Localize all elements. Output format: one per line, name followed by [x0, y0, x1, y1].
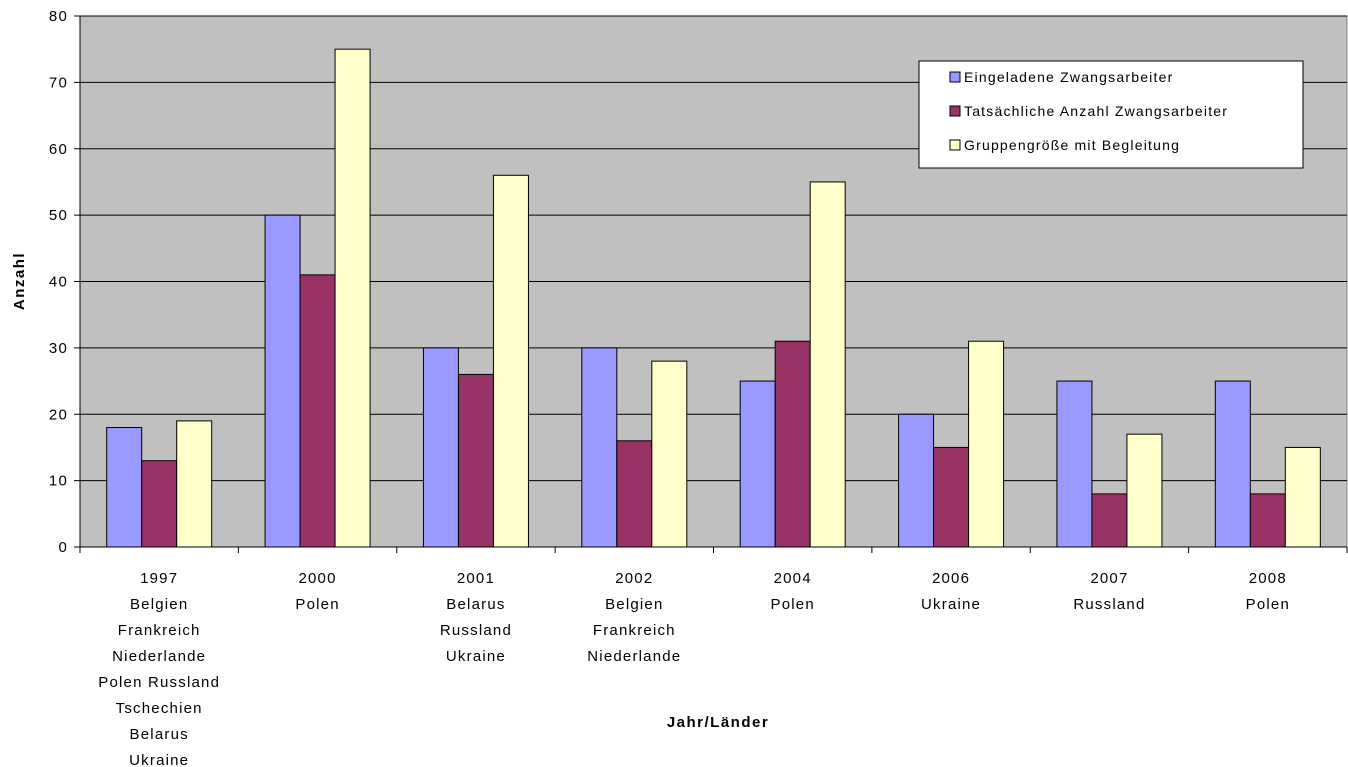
legend-swatch: [949, 139, 961, 151]
bar: [334, 48, 371, 548]
bar: [176, 420, 213, 548]
x-tick-label: Polen: [1246, 596, 1290, 613]
bar: [774, 340, 811, 548]
bar: [457, 373, 494, 548]
x-tick-label: Polen: [771, 596, 815, 613]
bar: [581, 347, 618, 548]
bar: [1249, 493, 1286, 548]
x-tick-label: Belarus: [446, 596, 505, 613]
x-tick-label: Russland: [1073, 596, 1145, 613]
x-tick-label: Niederlande: [587, 648, 681, 665]
y-tick-label: 50: [49, 207, 68, 224]
bar: [898, 413, 935, 548]
bar: [264, 214, 301, 548]
y-tick-label: 40: [49, 274, 68, 291]
x-tick-label: Belgien: [130, 596, 188, 613]
legend-entry: Tatsächliche Anzahl Zwangsarbeiter: [964, 103, 1228, 119]
x-tick-label: Ukraine: [129, 752, 189, 767]
y-axis-title: Anzahl: [11, 252, 28, 310]
bar: [141, 460, 178, 548]
x-tick-label: 1997: [140, 570, 178, 587]
bar: [1056, 380, 1093, 548]
x-axis-title: Jahr/Länder: [667, 714, 769, 731]
bar: [422, 347, 459, 548]
x-tick-label: Niederlande: [112, 648, 206, 665]
legend-box: [918, 60, 1304, 169]
legend-entry: Eingeladene Zwangsarbeiter: [964, 69, 1173, 85]
x-tick-label: 2002: [615, 570, 653, 587]
y-tick-label: 20: [49, 406, 68, 423]
bar: [1214, 380, 1251, 548]
bar: [1126, 433, 1163, 548]
x-tick-label: Frankreich: [593, 622, 676, 639]
axes: [74, 15, 1348, 553]
bar: [1091, 493, 1128, 548]
x-tick-label: Belarus: [130, 726, 189, 743]
x-tick-label: Polen Russland: [98, 674, 220, 691]
x-tick-labels: 1997 Belgien Frankreich Niederlande Polen Ru…: [98, 570, 1290, 767]
bar: [739, 380, 776, 548]
bar: [616, 440, 653, 548]
x-tick-label: 2004: [774, 570, 812, 587]
y-tick-labels: 0 10 20 30 40 50 60 70 80: [49, 8, 68, 556]
legend: Eingeladene Zwangsarbeiter Tatsächliche A…: [918, 60, 1304, 169]
y-tick-label: 80: [49, 8, 68, 25]
x-tick-label: Tschechien: [116, 700, 203, 717]
x-tick-label: 2006: [932, 570, 970, 587]
y-tick-label: 10: [49, 473, 68, 490]
legend-entry: Gruppengröße mit Begleitung: [964, 137, 1180, 153]
x-tick-label: Polen: [295, 596, 339, 613]
y-tick-label: 0: [58, 539, 68, 556]
x-tick-label: Russland: [440, 622, 512, 639]
bar: [968, 340, 1005, 548]
bar: [933, 446, 970, 548]
y-tick-label: 30: [49, 340, 68, 357]
bar: [299, 274, 336, 548]
bars: [106, 48, 1321, 548]
x-tick-label: Ukraine: [446, 648, 506, 665]
bar: [106, 427, 143, 548]
bar: [1284, 446, 1321, 548]
x-tick-label: 2000: [298, 570, 336, 587]
x-tick-label: Belgien: [605, 596, 663, 613]
y-tick-label: 70: [49, 74, 68, 91]
x-tick-label: 2007: [1090, 570, 1128, 587]
bar: [492, 174, 529, 548]
x-tick-label: 2001: [457, 570, 495, 587]
x-tick-label: Ukraine: [921, 596, 981, 613]
legend-swatch: [949, 105, 961, 117]
x-tick-label: Frankreich: [118, 622, 201, 639]
legend-swatch: [949, 71, 961, 83]
bar: [651, 360, 688, 548]
x-tick-label: 2008: [1249, 570, 1287, 587]
bar: [809, 181, 846, 548]
y-tick-label: 60: [49, 141, 68, 158]
